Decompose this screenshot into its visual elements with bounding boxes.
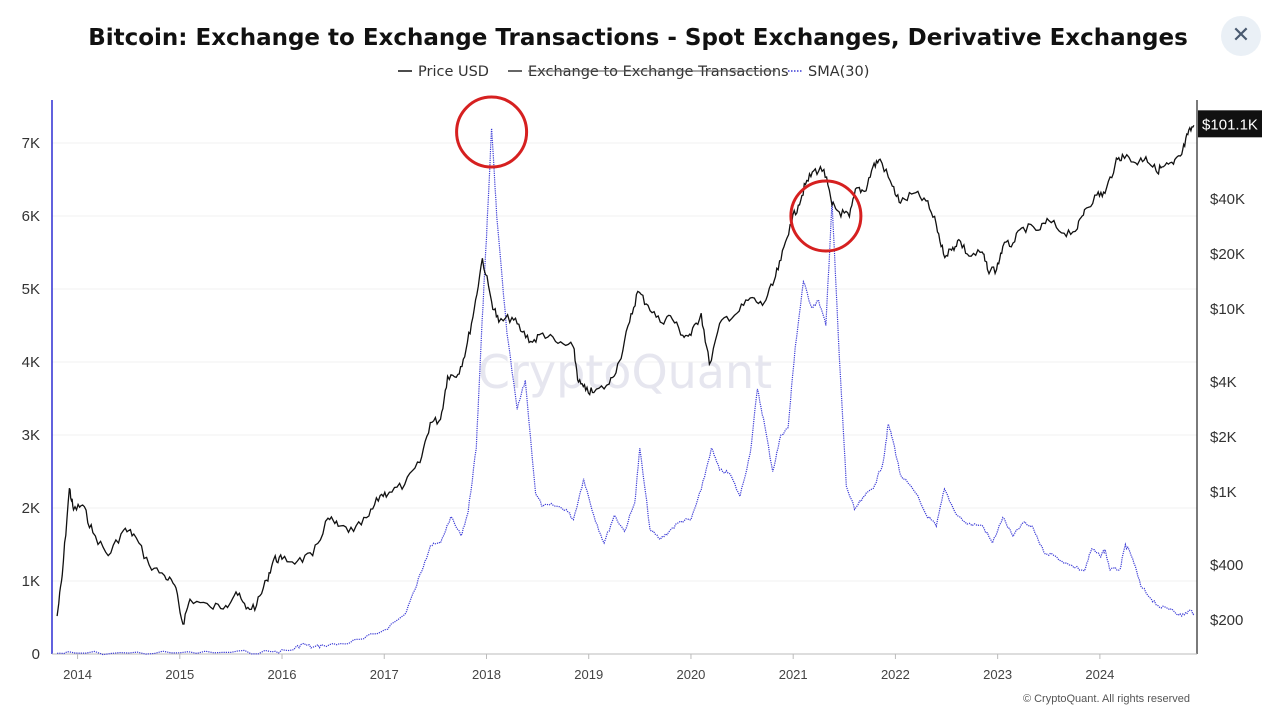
legend-label: SMA(30) bbox=[808, 64, 869, 80]
x-tick-label: 2022 bbox=[881, 667, 910, 682]
series-sma30-line bbox=[57, 128, 1195, 656]
legend-item[interactable]: Exchange to Exchange Transactions bbox=[508, 64, 789, 80]
x-tick-label: 2018 bbox=[472, 667, 501, 682]
y-right-tick-label: $20K bbox=[1210, 246, 1245, 263]
y-left-tick-label: 2K bbox=[22, 500, 40, 517]
x-tick-labels: 2014 2015 2016 2017 2018 2019 2020 2021 2022 2023… bbox=[63, 654, 1114, 682]
last-price-badge-bg bbox=[1198, 110, 1262, 138]
legend-item[interactable]: SMA(30) bbox=[788, 64, 869, 80]
last-price-label: $101.1K bbox=[1202, 116, 1258, 133]
y-right-tick-label: $10K bbox=[1210, 301, 1245, 318]
y-left-tick-label: 6K bbox=[22, 208, 40, 225]
x-tick-label: 2023 bbox=[983, 667, 1012, 682]
x-tick-label: 2017 bbox=[370, 667, 399, 682]
x-tick-label: 2019 bbox=[574, 667, 603, 682]
chart-title: Bitcoin: Exchange to Exchange Transactio… bbox=[88, 25, 1188, 51]
close-button[interactable]: ✕ bbox=[1221, 16, 1261, 56]
series-price-usd-line bbox=[56, 124, 1195, 625]
y-right-tick-label: $4K bbox=[1210, 374, 1237, 391]
x-tick-label: 2024 bbox=[1085, 667, 1114, 682]
y-right-tick-label: $2K bbox=[1210, 429, 1237, 446]
y-left-tick-label: 1K bbox=[22, 573, 40, 590]
annotation-circle bbox=[455, 95, 529, 169]
y-left-tick-label: 4K bbox=[22, 354, 40, 371]
x-tick-label: 2015 bbox=[165, 667, 194, 682]
x-tick-label: 2014 bbox=[63, 667, 92, 682]
x-tick-label: 2021 bbox=[779, 667, 808, 682]
y-right-tick-label: $1K bbox=[1210, 484, 1237, 501]
legend-label: Exchange to Exchange Transactions bbox=[528, 64, 789, 80]
y-left-tick-label: 7K bbox=[22, 135, 40, 152]
annotation-circles bbox=[455, 95, 863, 253]
y-left-tick-labels: 0 1K 2K 3K 4K 5K 6K 7K bbox=[22, 135, 40, 663]
legend-label: Price USD bbox=[418, 64, 489, 80]
y-right-tick-label: $400 bbox=[1210, 557, 1243, 574]
legend: Price USD Exchange to Exchange Transactio… bbox=[398, 64, 869, 80]
x-tick-label: 2016 bbox=[268, 667, 297, 682]
y-right-tick-label: $40K bbox=[1210, 191, 1245, 208]
y-right-tick-label: $200 bbox=[1210, 612, 1243, 629]
last-price-badge: $101.1K bbox=[1198, 110, 1262, 138]
y-right-tick-labels: $200 $400 $1K $2K $4K $10K $20K $40K bbox=[1210, 191, 1245, 629]
gridlines bbox=[52, 142, 1197, 582]
annotation-circle bbox=[789, 179, 863, 253]
close-icon: ✕ bbox=[1231, 23, 1251, 48]
x-tick-label: 2020 bbox=[676, 667, 705, 682]
y-left-tick-label: 0 bbox=[32, 646, 40, 663]
legend-item[interactable]: Price USD bbox=[398, 64, 489, 80]
watermark: CryptoQuant bbox=[478, 345, 772, 399]
y-left-tick-label: 3K bbox=[22, 427, 40, 444]
y-left-tick-label: 5K bbox=[22, 281, 40, 298]
copyright-credit: © CryptoQuant. All rights reserved bbox=[1023, 693, 1190, 705]
